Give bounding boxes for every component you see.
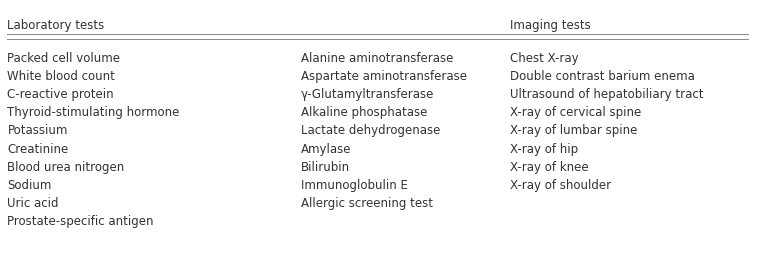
Text: Chest X-ray: Chest X-ray [510, 52, 579, 65]
Text: Alkaline phosphatase: Alkaline phosphatase [301, 106, 427, 119]
Text: X-ray of lumbar spine: X-ray of lumbar spine [510, 124, 637, 137]
Text: Ultrasound of hepatobiliary tract: Ultrasound of hepatobiliary tract [510, 88, 704, 101]
Text: Prostate-specific antigen: Prostate-specific antigen [8, 214, 154, 227]
Text: Sodium: Sodium [8, 178, 51, 191]
Text: X-ray of hip: X-ray of hip [510, 142, 578, 155]
Text: C-reactive protein: C-reactive protein [8, 88, 114, 101]
Text: X-ray of shoulder: X-ray of shoulder [510, 178, 612, 191]
Text: γ-Glutamyltransferase: γ-Glutamyltransferase [301, 88, 435, 101]
Text: Imaging tests: Imaging tests [510, 19, 591, 32]
Text: Aspartate aminotransferase: Aspartate aminotransferase [301, 70, 467, 83]
Text: Allergic screening test: Allergic screening test [301, 196, 433, 209]
Text: Laboratory tests: Laboratory tests [8, 19, 104, 32]
Text: Creatinine: Creatinine [8, 142, 69, 155]
Text: Lactate dehydrogenase: Lactate dehydrogenase [301, 124, 440, 137]
Text: Packed cell volume: Packed cell volume [8, 52, 120, 65]
Text: Blood urea nitrogen: Blood urea nitrogen [8, 160, 125, 173]
Text: X-ray of cervical spine: X-ray of cervical spine [510, 106, 642, 119]
Text: Alanine aminotransferase: Alanine aminotransferase [301, 52, 453, 65]
Text: White blood count: White blood count [8, 70, 115, 83]
Text: Potassium: Potassium [8, 124, 68, 137]
Text: Uric acid: Uric acid [8, 196, 59, 209]
Text: Double contrast barium enema: Double contrast barium enema [510, 70, 695, 83]
Text: Amylase: Amylase [301, 142, 351, 155]
Text: Bilirubin: Bilirubin [301, 160, 350, 173]
Text: Immunoglobulin E: Immunoglobulin E [301, 178, 408, 191]
Text: Thyroid-stimulating hormone: Thyroid-stimulating hormone [8, 106, 179, 119]
Text: X-ray of knee: X-ray of knee [510, 160, 589, 173]
